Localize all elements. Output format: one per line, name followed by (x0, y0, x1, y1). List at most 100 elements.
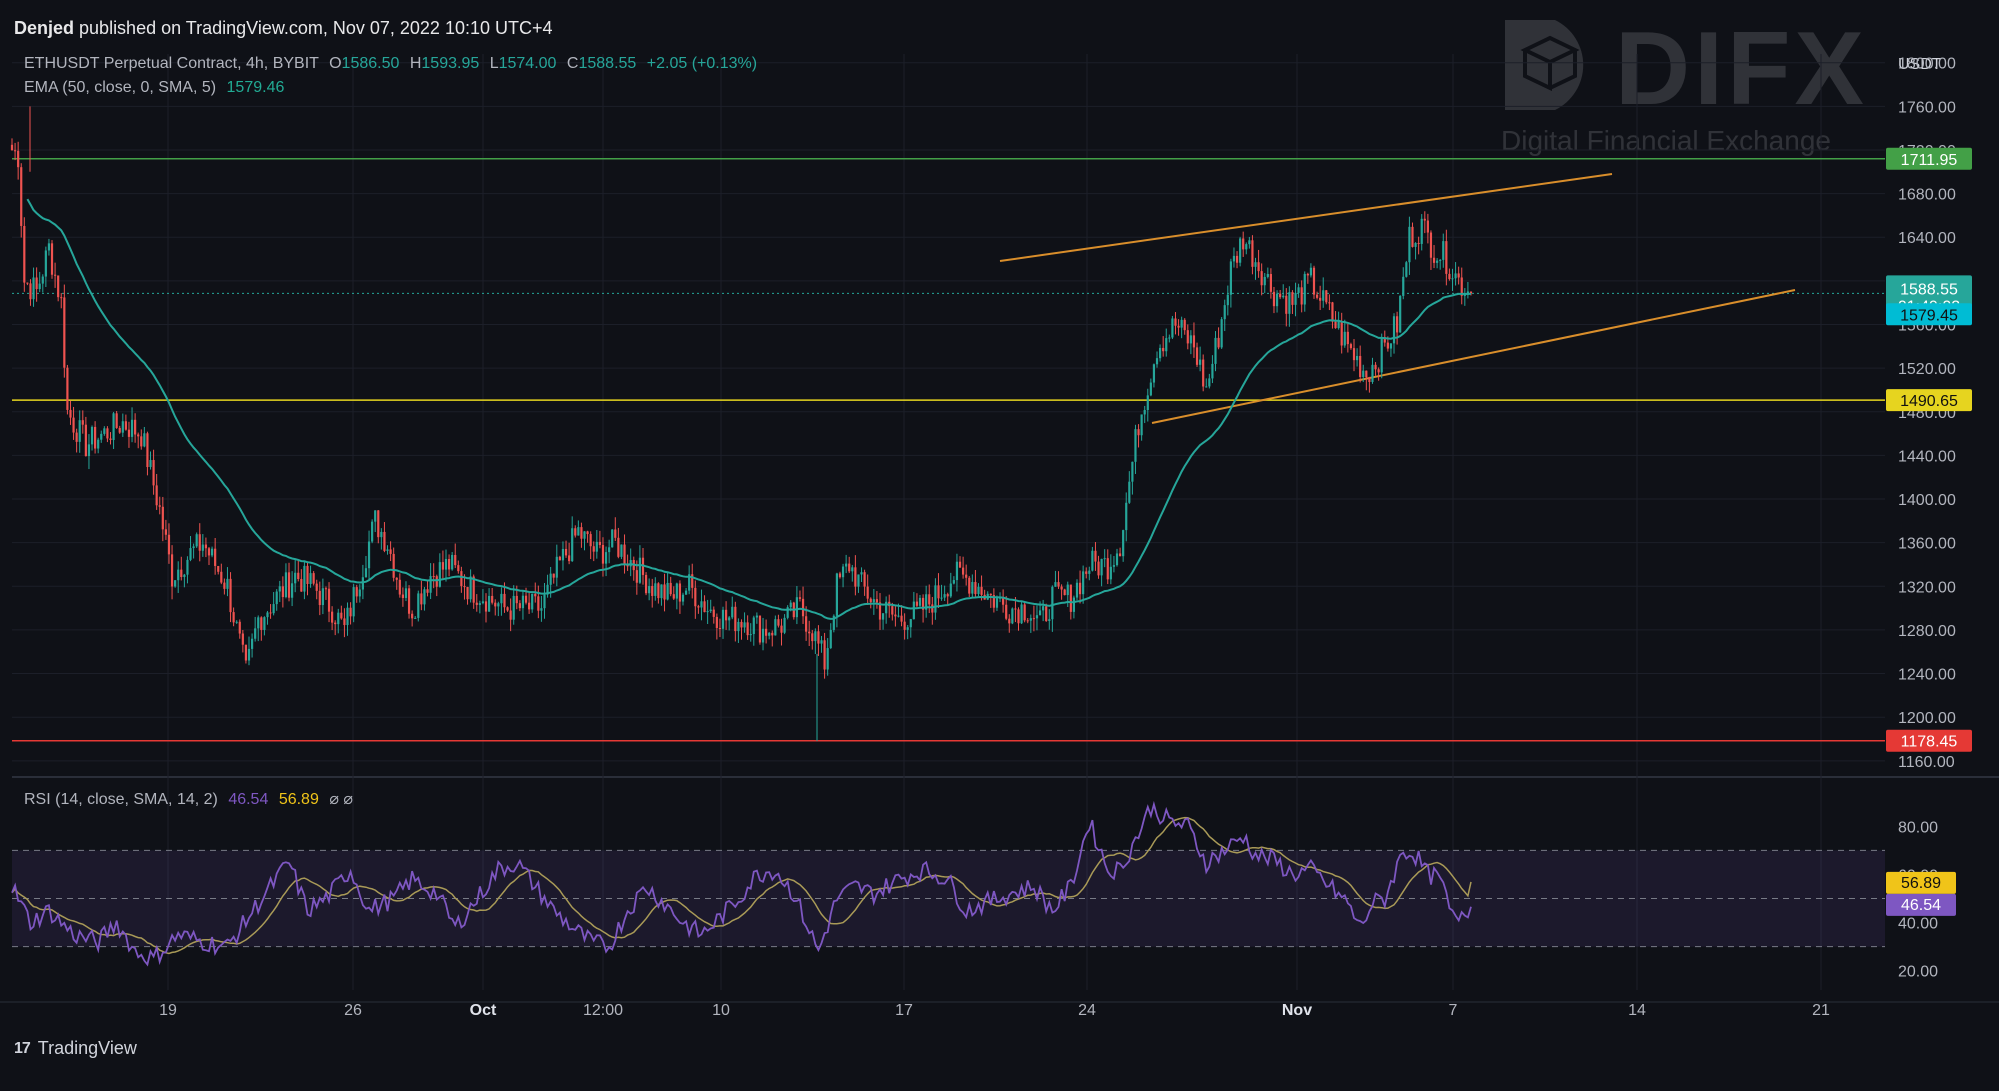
candle-body (309, 573, 312, 584)
level-badge-label: 1178.45 (1901, 734, 1958, 751)
candle-body (244, 644, 248, 661)
candle-body (881, 613, 885, 620)
candle-body (586, 531, 589, 535)
candle-body (1094, 550, 1097, 562)
candle-body (1177, 325, 1180, 328)
candle-body (955, 561, 959, 581)
candle-body (1143, 410, 1146, 415)
candle-body (992, 595, 995, 608)
candle-body (1315, 294, 1319, 298)
candle-body (69, 409, 72, 418)
candle-body (900, 615, 903, 622)
symbol-legend[interactable]: ETHUSDT Perpetual Contract, 4h, BYBIT O1… (24, 55, 757, 73)
time-tick-label: 19 (159, 1002, 177, 1019)
candle-body (980, 586, 983, 595)
candle-body (724, 609, 728, 621)
price-tick-label: 1320.00 (1898, 579, 1956, 596)
candle-body (648, 586, 651, 594)
candle-body (1439, 259, 1442, 261)
rsi-legend[interactable]: RSI (14, close, SMA, 14, 2) 46.54 56.89 … (24, 789, 353, 809)
candle-body (134, 419, 137, 435)
candle-body (623, 544, 626, 564)
open-value: 1586.50 (341, 55, 400, 72)
candle-body (940, 597, 943, 599)
candle-body (1319, 297, 1322, 301)
candle-body (746, 622, 749, 636)
candle-body (921, 597, 925, 610)
price-tick-label: 1400.00 (1898, 492, 1956, 509)
candle-body (44, 250, 47, 277)
candle-body (469, 576, 472, 600)
publisher-name[interactable]: Denjed (14, 18, 75, 38)
candle-body (783, 617, 786, 633)
candle-body (386, 549, 389, 551)
candle-body (32, 277, 35, 300)
candle-body (1251, 240, 1254, 267)
tradingview-footer[interactable]: 17 TradingView (14, 1038, 137, 1059)
ema-value: 1579.46 (226, 79, 285, 96)
candle-body (195, 534, 198, 547)
ema-polyline (26, 198, 1471, 620)
candle-body (761, 628, 765, 643)
candle-body (506, 607, 509, 611)
candle-body (447, 559, 451, 570)
candle-body (571, 528, 574, 562)
candle-body (1328, 302, 1331, 304)
candle-body (210, 548, 214, 556)
candle-body (592, 546, 595, 552)
candle-body (1414, 242, 1417, 247)
candle-body (303, 565, 306, 592)
candle-body (654, 583, 657, 596)
candle-body (866, 586, 869, 599)
candle-body (691, 574, 694, 588)
candle-body (207, 548, 211, 556)
candle-body (441, 562, 445, 570)
candle-body (675, 583, 678, 599)
rsi-tick-label: 40.00 (1898, 916, 1938, 933)
candle-body (29, 283, 32, 300)
candle-body (644, 574, 648, 594)
candle-body (1202, 359, 1205, 387)
candle-body (174, 580, 177, 587)
candle-body (549, 573, 552, 585)
candle-body (1365, 370, 1368, 378)
candle-body (109, 438, 112, 441)
watermark-tagline: Digital Financial Exchange (1501, 125, 1831, 156)
candle-body (1451, 278, 1454, 280)
candle-body (1300, 287, 1303, 305)
candle-body (426, 589, 429, 593)
candle-body (851, 567, 854, 572)
candle-body (678, 583, 682, 602)
candle-body (494, 602, 497, 607)
candle-body (583, 531, 586, 539)
candle-body (1035, 615, 1039, 619)
candle-body (226, 578, 229, 589)
candle-body (349, 607, 352, 617)
candle-body (709, 609, 712, 612)
candle-body (968, 577, 971, 594)
candle-body (577, 527, 580, 536)
candle-body (1396, 316, 1399, 333)
time-tick-label: 12:00 (583, 1002, 623, 1019)
ema-legend[interactable]: EMA (50, close, 0, SMA, 5) 1579.46 (24, 79, 284, 97)
candle-body (1112, 565, 1116, 567)
candle-body (53, 274, 57, 276)
candle-body (315, 583, 318, 591)
candle-body (1183, 319, 1186, 331)
candle-body (962, 567, 965, 575)
candle-body (1214, 337, 1217, 364)
candle-body (331, 611, 334, 623)
candle-body (337, 612, 340, 625)
price-tick-label: 1800.00 (1898, 56, 1956, 73)
candle-body (247, 648, 251, 661)
candle-body (1331, 302, 1334, 322)
candle-body (672, 594, 675, 599)
candle-body (574, 528, 577, 536)
candle-body (17, 150, 20, 168)
rsi-ma-badge (1886, 871, 1956, 894)
candle-body (1220, 319, 1223, 348)
candle-body (235, 621, 238, 623)
candle-body (272, 604, 275, 614)
candle-body (1346, 331, 1349, 345)
